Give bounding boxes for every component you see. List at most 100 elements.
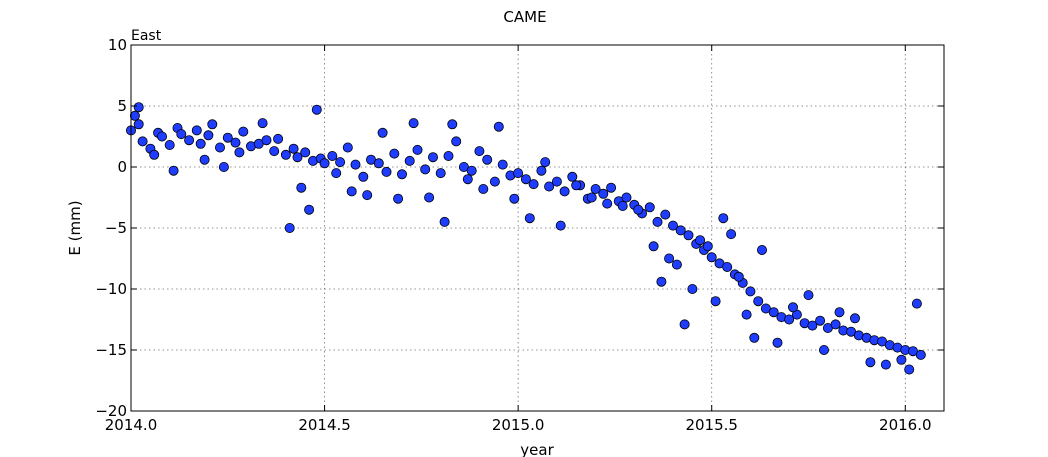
data-point xyxy=(214,142,225,153)
data-point xyxy=(296,182,307,193)
data-point xyxy=(513,168,524,179)
data-point xyxy=(671,259,682,270)
data-point xyxy=(652,216,663,227)
data-point xyxy=(234,147,245,158)
y-axis-tick-labels: 10 5 0 −5 −10 −15 −20 xyxy=(95,36,127,420)
data-point xyxy=(462,174,473,185)
data-point xyxy=(749,332,760,343)
data-point xyxy=(679,319,690,330)
data-point xyxy=(702,241,713,252)
data-point xyxy=(633,204,644,215)
data-point xyxy=(753,296,764,307)
data-point xyxy=(830,319,841,330)
axis-ticks xyxy=(130,44,944,412)
data-point xyxy=(358,171,369,182)
data-point xyxy=(741,309,752,320)
data-point xyxy=(288,143,299,154)
data-point xyxy=(335,157,346,168)
data-point xyxy=(342,142,353,153)
x-tick-label: 2014.5 xyxy=(298,416,351,434)
x-tick-label: 2014.0 xyxy=(105,416,158,434)
data-point xyxy=(168,165,179,176)
data-point xyxy=(443,150,454,161)
data-point xyxy=(664,253,675,264)
data-point xyxy=(427,152,438,163)
data-point xyxy=(149,149,160,160)
data-point xyxy=(695,235,706,246)
y-tick-label: 0 xyxy=(117,158,127,176)
data-point xyxy=(617,200,628,211)
data-point xyxy=(393,193,404,204)
data-point xyxy=(675,225,686,236)
data-point xyxy=(509,193,520,204)
grid-lines xyxy=(130,44,944,412)
data-point xyxy=(396,169,407,180)
data-point xyxy=(389,148,400,159)
data-point xyxy=(164,139,175,150)
y-axis-label: E (mm) xyxy=(66,200,84,255)
data-point xyxy=(710,296,721,307)
data-point xyxy=(834,307,845,318)
data-point xyxy=(207,119,218,130)
data-point xyxy=(133,102,144,113)
y-tick-label: −10 xyxy=(95,280,127,298)
data-point xyxy=(133,119,144,130)
data-point xyxy=(300,147,311,158)
data-point xyxy=(466,165,477,176)
data-point xyxy=(408,118,419,129)
data-point xyxy=(129,110,140,121)
data-point xyxy=(311,104,322,115)
data-point xyxy=(718,213,729,224)
x-tick-label: 2015.5 xyxy=(685,416,738,434)
data-point xyxy=(733,271,744,282)
data-point xyxy=(497,159,508,170)
data-point xyxy=(435,168,446,179)
data-point xyxy=(683,230,694,241)
data-point xyxy=(815,315,826,326)
data-point xyxy=(327,150,338,161)
y-tick-label: −5 xyxy=(105,219,127,237)
data-point xyxy=(745,286,756,297)
data-point xyxy=(377,127,388,138)
data-point xyxy=(586,192,597,203)
data-point xyxy=(284,222,295,233)
x-axis-label: year xyxy=(520,441,554,457)
data-point xyxy=(331,168,342,179)
y-tick-label: −15 xyxy=(95,341,127,359)
data-point xyxy=(571,180,582,191)
data-point xyxy=(273,133,284,144)
data-point xyxy=(230,137,241,148)
data-point xyxy=(559,186,570,197)
data-point xyxy=(668,220,679,231)
data-point xyxy=(350,159,361,170)
data-point xyxy=(346,186,357,197)
data-point xyxy=(447,119,458,130)
data-point xyxy=(412,144,423,155)
data-point xyxy=(319,158,330,169)
data-point xyxy=(807,320,818,331)
data-point xyxy=(644,202,655,213)
data-points xyxy=(126,102,926,375)
data-point xyxy=(451,136,462,147)
data-point xyxy=(520,174,531,185)
data-point xyxy=(602,198,613,209)
data-point xyxy=(788,302,799,313)
data-point xyxy=(269,146,280,157)
data-point xyxy=(551,176,562,187)
data-point xyxy=(203,130,214,141)
data-point xyxy=(648,241,659,252)
data-point xyxy=(524,213,535,224)
data-point xyxy=(598,188,609,199)
data-point xyxy=(362,190,373,201)
data-point xyxy=(493,121,504,132)
data-point xyxy=(544,181,555,192)
data-point xyxy=(656,276,667,287)
data-point xyxy=(621,192,632,203)
data-point xyxy=(722,261,733,272)
data-point xyxy=(911,298,922,309)
data-point xyxy=(184,135,195,146)
data-point xyxy=(381,166,392,177)
data-point xyxy=(726,229,737,240)
data-point xyxy=(424,192,435,203)
